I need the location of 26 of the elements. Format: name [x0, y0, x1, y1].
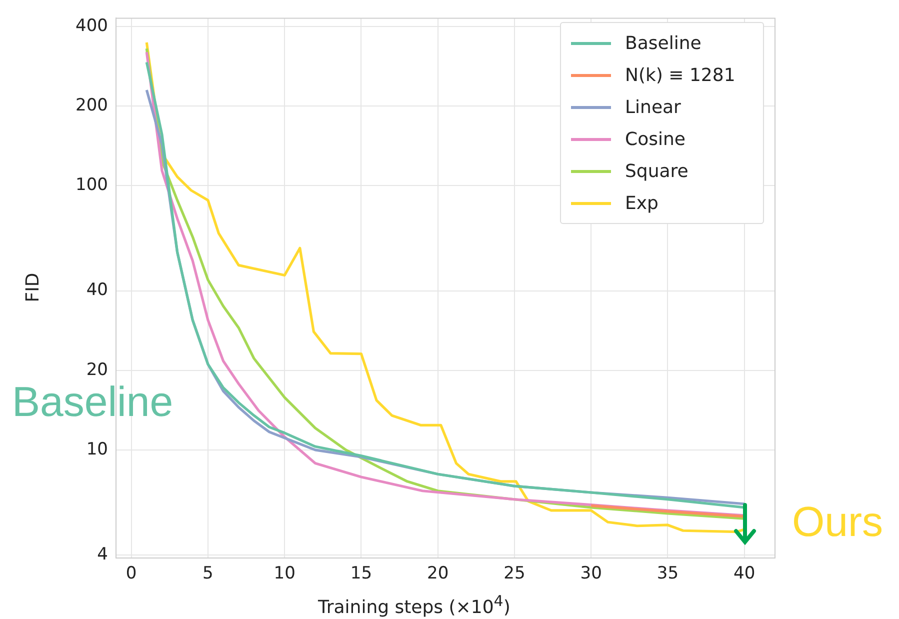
- y-tick-label: 10: [86, 439, 108, 460]
- y-tick-label: 100: [76, 175, 108, 196]
- legend-label: Linear: [625, 96, 681, 118]
- x-tick-label: 0: [126, 564, 137, 584]
- legend-label: Baseline: [625, 32, 702, 54]
- x-tick-label: 25: [504, 564, 526, 584]
- y-tick-label: 4: [97, 544, 108, 565]
- legend-label: N(k) ≡ 1281: [625, 64, 736, 86]
- x-tick-label: 35: [656, 564, 679, 584]
- x-tick-label: 30: [580, 564, 602, 584]
- y-tick-label: 400: [76, 16, 108, 36]
- annotation: Baseline: [12, 378, 174, 426]
- y-tick-label: 40: [86, 280, 108, 300]
- x-tick-label: 20: [427, 564, 449, 584]
- x-axis-title: Training steps (×10$^{4}$): [318, 592, 510, 618]
- y-tick-label: 200: [76, 95, 108, 116]
- x-tick-label: 5: [202, 564, 214, 584]
- x-tick-label: 40: [734, 564, 756, 584]
- legend-label: Square: [625, 160, 688, 182]
- x-tick-label: 15: [350, 564, 372, 584]
- x-tick-label: 10: [274, 564, 296, 584]
- y-axis-title: FID: [22, 272, 44, 302]
- y-tick-label: 20: [86, 360, 108, 380]
- legend-label: Cosine: [625, 128, 686, 150]
- text: Ours: [792, 498, 884, 546]
- legend-label: Exp: [625, 192, 658, 214]
